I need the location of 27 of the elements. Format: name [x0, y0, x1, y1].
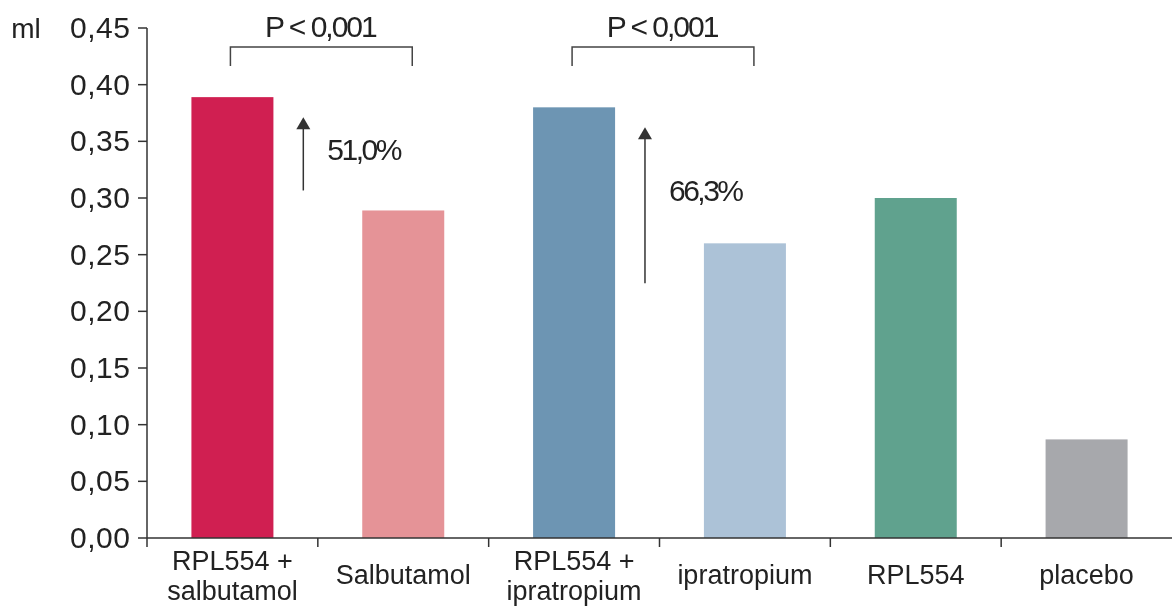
bar [874, 198, 957, 538]
bar [191, 97, 274, 538]
y-tick-label: 0,40 [70, 67, 130, 101]
x-tick-label: ipratropium [677, 560, 813, 590]
y-tick-label: 0,15 [70, 351, 130, 384]
y-axis-title: ml [11, 13, 41, 44]
y-tick-label: 0,05 [70, 464, 130, 498]
y-tick-label: 0,30 [70, 181, 130, 214]
y-tick-label: 0,00 [70, 521, 130, 554]
x-tick-label: RPL554 + ipratropium [506, 546, 642, 606]
y-tick-label: 0,20 [70, 294, 130, 328]
y-tick-label: 0,25 [70, 237, 130, 271]
y-tick-label: 0,35 [70, 124, 130, 158]
x-tick-label: RPL554 [866, 560, 965, 590]
bar [362, 210, 445, 538]
annotation: 51,0% [327, 132, 403, 166]
x-tick-label: placebo [1039, 560, 1134, 590]
bar [703, 243, 786, 538]
y-tick-label: 0,10 [70, 407, 130, 441]
annotation: 66,3% [668, 174, 744, 208]
annotation: P < 0,001 [606, 10, 720, 43]
bar [1045, 439, 1128, 538]
x-tick-label: Salbutamol [335, 560, 471, 590]
x-tick-label: RPL554 + salbutamol [167, 546, 298, 606]
y-tick-label: 0,45 [70, 11, 130, 44]
bar [533, 107, 616, 538]
annotation: P < 0,001 [264, 10, 378, 43]
